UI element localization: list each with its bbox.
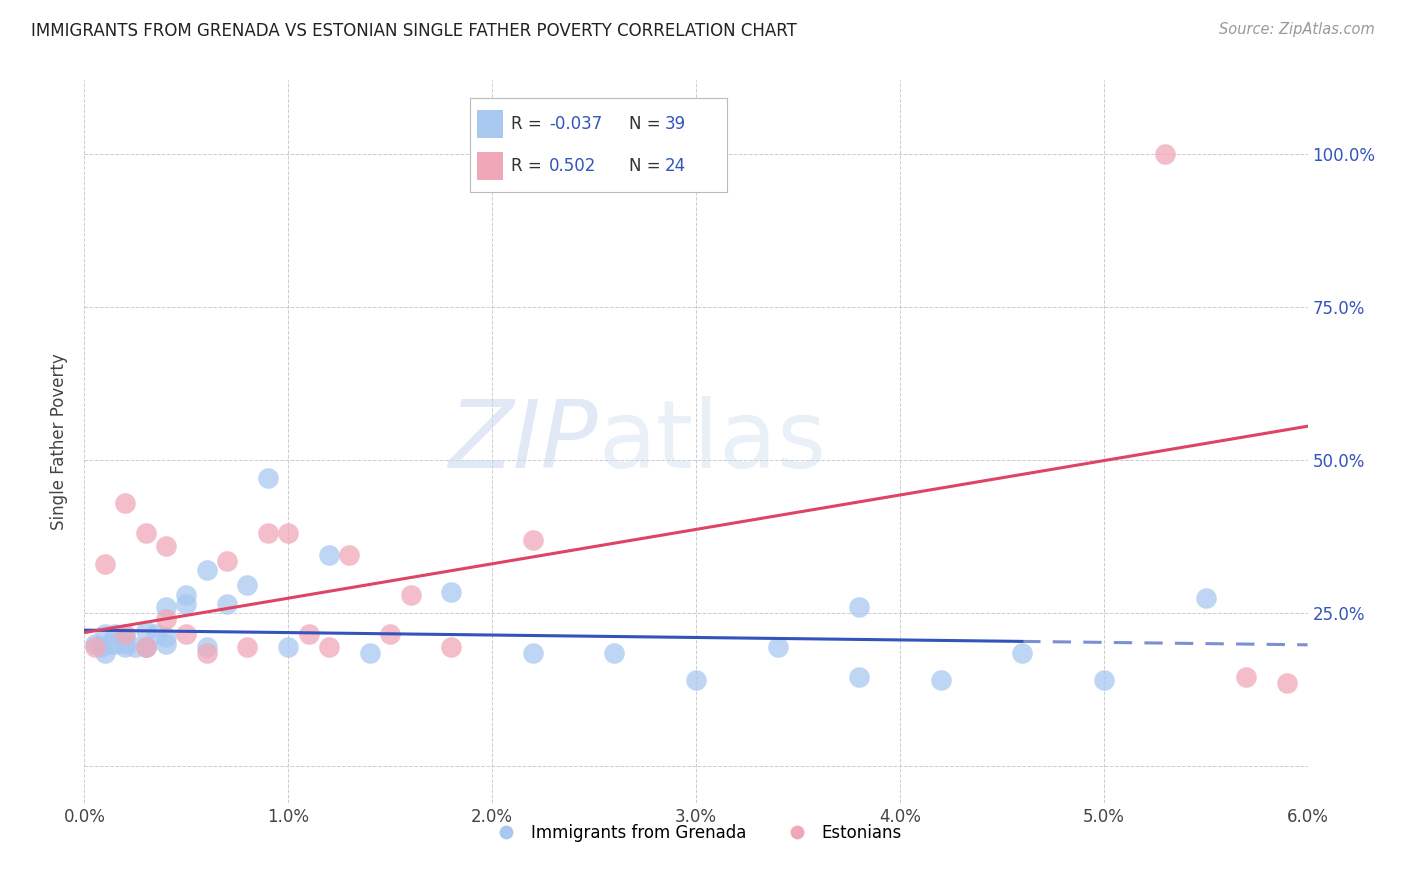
Point xyxy=(135,640,157,654)
Point xyxy=(603,646,626,660)
Text: atlas: atlas xyxy=(598,395,827,488)
Point xyxy=(114,637,136,651)
Point xyxy=(83,640,105,654)
Point xyxy=(277,526,299,541)
Point xyxy=(257,471,280,485)
Point xyxy=(155,637,177,651)
Point xyxy=(399,588,422,602)
Point xyxy=(298,627,321,641)
Text: ZIP: ZIP xyxy=(449,396,598,487)
Y-axis label: Single Father Poverty: Single Father Poverty xyxy=(51,353,69,530)
Text: IMMIGRANTS FROM GRENADA VS ESTONIAN SINGLE FATHER POVERTY CORRELATION CHART: IMMIGRANTS FROM GRENADA VS ESTONIAN SING… xyxy=(31,22,797,40)
Point xyxy=(195,646,218,660)
Point xyxy=(277,640,299,654)
Point xyxy=(145,627,167,641)
Point xyxy=(257,526,280,541)
Point xyxy=(104,637,127,651)
Point xyxy=(217,597,239,611)
Point xyxy=(195,563,218,577)
Point xyxy=(236,578,259,592)
Point xyxy=(1277,676,1299,690)
Point xyxy=(339,548,361,562)
Point xyxy=(318,548,340,562)
Point xyxy=(104,627,127,641)
Legend: Immigrants from Grenada, Estonians: Immigrants from Grenada, Estonians xyxy=(484,817,908,848)
Point xyxy=(440,584,463,599)
Point xyxy=(1236,670,1258,684)
Point xyxy=(318,640,340,654)
Point xyxy=(1092,673,1115,688)
Point xyxy=(1154,146,1177,161)
Point xyxy=(685,673,707,688)
Point xyxy=(83,637,105,651)
Point xyxy=(135,640,157,654)
Point xyxy=(848,599,870,614)
Point xyxy=(1011,646,1033,660)
Point xyxy=(135,624,157,639)
Point xyxy=(217,554,239,568)
Point xyxy=(929,673,952,688)
Point xyxy=(114,496,136,510)
Point xyxy=(93,557,117,571)
Point xyxy=(380,627,402,641)
Point xyxy=(93,627,117,641)
Point xyxy=(124,640,146,654)
Point xyxy=(522,533,544,547)
Point xyxy=(155,599,177,614)
Point xyxy=(176,597,198,611)
Point xyxy=(848,670,870,684)
Point xyxy=(440,640,463,654)
Point xyxy=(359,646,381,660)
Point xyxy=(766,640,789,654)
Point xyxy=(176,588,198,602)
Point xyxy=(114,631,136,645)
Point xyxy=(1195,591,1218,605)
Point xyxy=(522,646,544,660)
Point xyxy=(93,646,117,660)
Point xyxy=(135,640,157,654)
Point xyxy=(176,627,198,641)
Point xyxy=(90,640,112,654)
Point xyxy=(114,627,136,641)
Point xyxy=(97,637,120,651)
Point xyxy=(195,640,218,654)
Point xyxy=(135,526,157,541)
Point xyxy=(155,539,177,553)
Point xyxy=(236,640,259,654)
Point xyxy=(155,631,177,645)
Text: Source: ZipAtlas.com: Source: ZipAtlas.com xyxy=(1219,22,1375,37)
Point xyxy=(114,640,136,654)
Point xyxy=(155,612,177,626)
